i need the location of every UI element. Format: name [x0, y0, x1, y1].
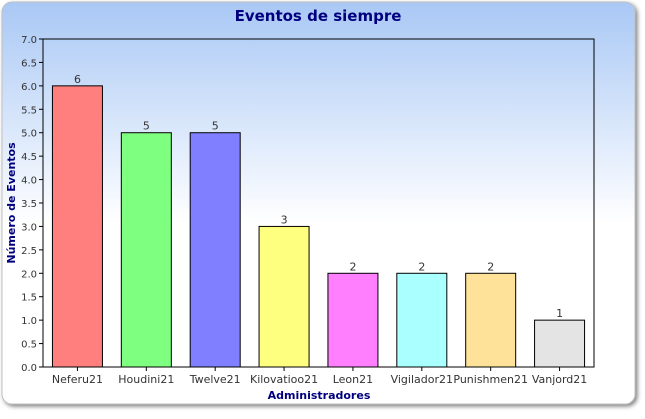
- y-tick-label: 4.5: [21, 152, 37, 163]
- y-tick-label: 5.0: [21, 129, 37, 140]
- y-axis: 0.0 0.5 1.0 1.5 2.0 2.5 3.0 3.5 4.0 4.5 5.0 5.5 6.0 6…: [21, 35, 43, 374]
- bar-value-label: 1: [556, 307, 563, 320]
- bar-value-label: 2: [418, 260, 425, 273]
- y-tick-label: 7.0: [21, 35, 37, 46]
- bar-value-label: 5: [143, 120, 150, 133]
- bar-value-label: 3: [281, 213, 288, 226]
- y-tick-label: 6.0: [21, 82, 37, 93]
- x-tick-label: Neferu21: [52, 373, 103, 386]
- bar-punishmen21[interactable]: [465, 272, 517, 368]
- bar-value-label: 5: [212, 120, 219, 133]
- bar-kilovatioo21[interactable]: [258, 225, 310, 368]
- y-tick-label: 4.0: [21, 176, 37, 187]
- y-tick-label: 5.5: [21, 105, 37, 116]
- bar-houdini21[interactable]: [120, 132, 172, 368]
- y-tick-label: 3.0: [21, 222, 37, 233]
- x-tick-label: Kilovatioo21: [250, 373, 318, 386]
- x-tick-label: Twelve21: [189, 373, 241, 386]
- chart-title: Eventos de siempre: [235, 7, 402, 25]
- bar-value-label: 2: [349, 260, 356, 273]
- bar-leon21[interactable]: [327, 272, 379, 368]
- y-tick-label: 0.5: [21, 340, 37, 351]
- y-tick-label: 1.5: [21, 293, 37, 304]
- bar-neferu21[interactable]: [51, 85, 103, 368]
- x-tick-label: Leon21: [333, 373, 373, 386]
- y-tick-label: 3.5: [21, 199, 37, 210]
- y-tick-label: 6.5: [21, 58, 37, 69]
- y-tick-label: 2.0: [21, 269, 37, 280]
- bars-group: 6 5 5 3 2 2 2 1: [51, 73, 586, 368]
- bar-value-label: 6: [74, 73, 81, 86]
- y-tick-label: 1.0: [21, 316, 37, 327]
- y-tick-label: 0.0: [21, 363, 37, 374]
- x-axis-label: Administradores: [268, 389, 371, 402]
- x-tick-label: Vanjord21: [532, 373, 587, 386]
- x-tick-label: Houdini21: [118, 373, 174, 386]
- y-tick-label: 2.5: [21, 246, 37, 257]
- y-axis-label: Número de Eventos: [5, 142, 18, 264]
- x-tick-label: Punishmen21: [453, 373, 528, 386]
- bar-vanjord21[interactable]: [534, 319, 586, 368]
- bar-vigilador21[interactable]: [396, 272, 448, 368]
- x-axis: Neferu21 Houdini21 Twelve21 Kilovatioo21 Leo…: [52, 367, 587, 386]
- bar-value-label: 2: [487, 260, 494, 273]
- bar-twelve21[interactable]: [189, 132, 241, 368]
- x-tick-label: Vigilador21: [391, 373, 453, 386]
